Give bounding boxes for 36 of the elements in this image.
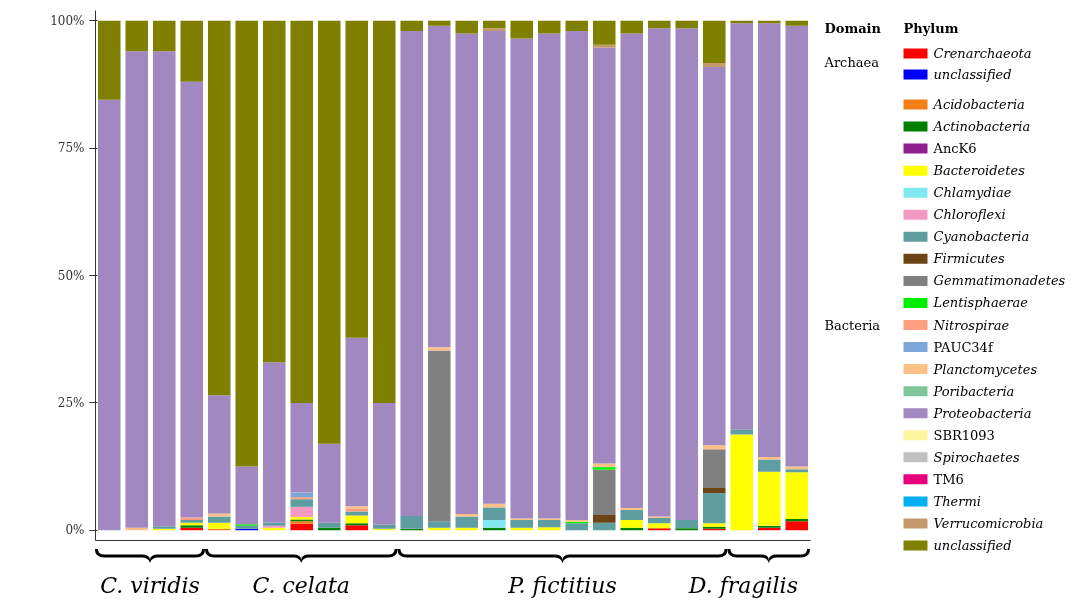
y-tick-label: 100% <box>50 13 85 28</box>
legend-label: Firmicutes <box>932 251 1005 267</box>
legend-title: Phylum <box>903 21 959 36</box>
text: C. viridis <box>100 573 200 598</box>
legend-label: Bacteroidetes <box>932 163 1026 179</box>
legend-label: Lentisphaerae <box>932 295 1029 311</box>
legend-label: SBR1093 <box>933 427 995 443</box>
text: P. fictitius <box>507 573 617 598</box>
legend-label: Spirochaetes <box>933 449 1020 465</box>
text: Bacteria <box>824 317 881 333</box>
text: C. celata <box>252 573 350 598</box>
legend-label: Thermi <box>933 493 981 509</box>
y-tick-label: 50% <box>57 268 85 283</box>
legend-label: Actinobacteria <box>932 119 1031 135</box>
legend-label: Nitrospirae <box>932 317 1010 333</box>
y-tick-label: 0% <box>65 523 85 538</box>
legend-label: AncK6 <box>932 141 977 157</box>
legend-label: Verrucomicrobia <box>933 515 1044 531</box>
text: D. fragilis <box>687 573 798 598</box>
legend-label: PAUC34f <box>933 339 994 355</box>
legend-label: unclassified <box>933 67 1012 82</box>
legend-label: TM6 <box>933 471 964 487</box>
legend-label: Crenarchaeota <box>933 46 1032 61</box>
legend-label: Gemmatimonadetes <box>933 273 1066 289</box>
legend-label: Cyanobacteria <box>933 229 1030 245</box>
legend-label: Acidobacteria <box>932 97 1025 112</box>
text: Archaea <box>823 55 880 70</box>
legend-label: Planctomycetes <box>932 361 1038 377</box>
legend-label: Proteobacteria <box>932 405 1032 421</box>
legend-label: Chlamydiae <box>933 185 1012 201</box>
legend-label: Chloroflexi <box>933 207 1006 223</box>
y-tick-label: 25% <box>57 395 85 410</box>
y-tick-label: 75% <box>57 141 85 156</box>
legend-label: Poribacteria <box>932 383 1015 399</box>
text: Domain <box>824 21 882 36</box>
legend-label: unclassified <box>933 538 1012 553</box>
